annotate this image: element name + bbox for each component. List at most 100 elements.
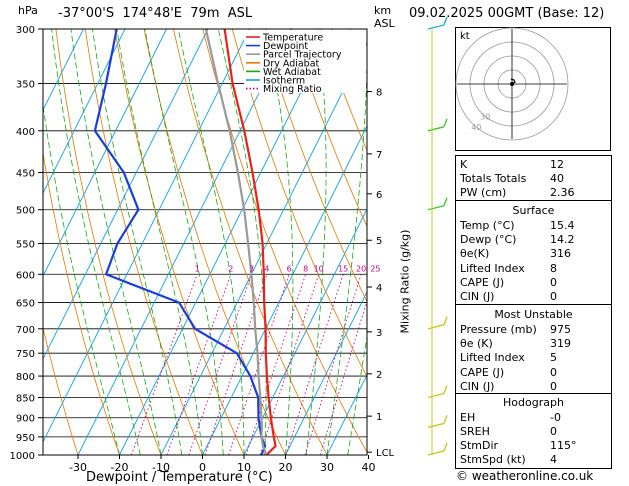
copyright-footer[interactable]: © weatheronline.co.uk [456, 469, 594, 483]
legend-label: Mixing Ratio [263, 84, 322, 95]
pressure-tick-label: 600 [16, 270, 35, 281]
hodograph-table-title: Hodograph [503, 396, 564, 409]
pressure-tick-label: 750 [16, 349, 35, 360]
most-unstable-row: Pressure (mb) 975 [460, 323, 571, 336]
surface-panel: Surface Temp (°C) 15.4 Dewp (°C) 14.2 θe(K… [455, 200, 612, 306]
hodograph-unit-label: kt [460, 31, 470, 42]
mixing-ratio-line [245, 274, 307, 455]
km-tick-label: 5 [376, 236, 382, 247]
legend-label: Parcel Trajectory [263, 50, 342, 61]
isotherm [285, 290, 367, 455]
km-tick-label: 6 [376, 190, 382, 201]
legend-label: Temperature [262, 33, 323, 44]
hodograph-ring-label: 40 [471, 123, 481, 132]
temp-tick-label: -10 [152, 461, 170, 474]
dry-adiabat [261, 29, 367, 303]
mixing-ratio-label: 8 [303, 264, 308, 273]
wind-barb [427, 24, 445, 30]
pressure-tick-label: 900 [16, 414, 35, 425]
pressure-tick-label: 850 [16, 393, 35, 404]
mixing-ratio-label: 20 [356, 264, 366, 273]
x-axis-label: Dewpoint / Temperature (°C) [86, 470, 273, 485]
legend-label: Dry Adiabat [263, 58, 320, 69]
surface-row: CIN (J) 0 [460, 290, 557, 303]
isotherm [326, 373, 367, 455]
most-unstable-title: Most Unstable [494, 308, 573, 321]
km-tick-label: LCL [376, 448, 395, 459]
temp-tick-label: -20 [111, 461, 129, 474]
pressure-tick-label: 500 [16, 206, 35, 217]
wet-adiabat [217, 29, 267, 455]
km-tick-label: 7 [376, 150, 382, 161]
isotherm [43, 29, 126, 195]
wind-barb [427, 126, 445, 132]
legend-label: Isotherm [263, 76, 305, 87]
valid-datetime: 09.02.2025 00GMT (Base: 12) [409, 6, 605, 21]
dry-adiabat [84, 29, 203, 455]
plot-frame [42, 28, 368, 456]
wind-barb-flag [443, 16, 448, 26]
pressure-tick-label: 700 [16, 325, 35, 336]
mixing-ratio-line [166, 274, 232, 455]
parcel-trajectory-line [204, 29, 268, 455]
wet-adiabat [92, 29, 183, 455]
most-unstable-row: CAPE (J) 0 [460, 366, 557, 379]
legend-box [244, 30, 366, 93]
index-row: PW (cm) 2.36 [460, 186, 575, 199]
wind-barb [427, 422, 445, 429]
mixing-ratio-label: 10 [314, 264, 324, 273]
temp-tick-label: 30 [320, 461, 334, 474]
wind-barb-flag [443, 197, 448, 206]
wet-adiabat [326, 57, 367, 455]
mixing-ratio-axis-label: Mixing Ratio (g/kg) [398, 229, 412, 334]
most-unstable-panel: Most Unstable Pressure (mb) 975 θe (K) 319… [455, 304, 612, 395]
hodograph-row: EH -0 [460, 411, 561, 424]
isotherm [243, 207, 367, 455]
mixing-ratio-label: 6 [287, 264, 292, 273]
wet-adiabat [70, 29, 162, 455]
dry-adiabat [143, 29, 286, 455]
km-tick-label: 2 [376, 370, 382, 381]
surface-row: Temp (°C) 15.4 [460, 219, 575, 232]
temp-tick-label: -30 [69, 461, 87, 474]
isotherm [77, 29, 292, 455]
mixing-ratio-label: 3 [249, 264, 254, 273]
wind-barb [427, 450, 445, 456]
dry-adiabat [320, 29, 367, 152]
index-row: Totals Totals 40 [460, 172, 564, 185]
km-tick-label: 3 [376, 328, 382, 339]
indices-panel: K 12 Totals Totals 40 PW (cm) 2.36 [455, 155, 612, 202]
hodograph-row: StmDir 115° [460, 439, 577, 452]
pressure-tick-label: 550 [16, 239, 35, 250]
hodograph: 30 40 kt [455, 27, 611, 151]
pressure-tick-label: 950 [16, 433, 35, 444]
mixing-ratio-label: 25 [370, 264, 380, 273]
surface-row: CAPE (J) 0 [460, 276, 557, 289]
km-tick-label: 8 [376, 88, 382, 99]
km-label: km [374, 4, 392, 17]
pressure-tick-label: 650 [16, 299, 35, 310]
surface-row: Dewp (°C) 14.2 [460, 233, 575, 246]
mixing-ratio-label: 15 [338, 264, 348, 273]
hodograph-table: Hodograph EH -0 SREH 0 StmDir 115° StmSpd (… [455, 393, 612, 469]
most-unstable-row: Lifted Index 5 [460, 351, 557, 364]
mixing-ratio-label: 4 [264, 264, 269, 273]
dry-adiabat [290, 29, 367, 228]
index-row: K 12 [460, 158, 564, 171]
temp-tick-label: 0 [199, 461, 206, 474]
pressure-tick-label: 400 [16, 127, 35, 138]
isotherm [119, 29, 333, 455]
pressure-unit: hPa [18, 4, 38, 17]
hodograph-ring [455, 27, 569, 141]
isotherm [160, 41, 367, 455]
asl-label: ASL [374, 17, 395, 30]
legend-label: Wet Adiabat [263, 67, 321, 78]
wind-barb-flag [443, 415, 448, 424]
temp-tick-label: 20 [279, 461, 293, 474]
wind-barb-flag [443, 118, 448, 128]
surface-row: Lifted Index 8 [460, 262, 557, 275]
wet-adiabat [51, 29, 141, 455]
hodograph-storm-marker [510, 82, 514, 86]
mixing-ratio-label: 1 [195, 264, 200, 273]
dry-adiabat [231, 29, 367, 378]
